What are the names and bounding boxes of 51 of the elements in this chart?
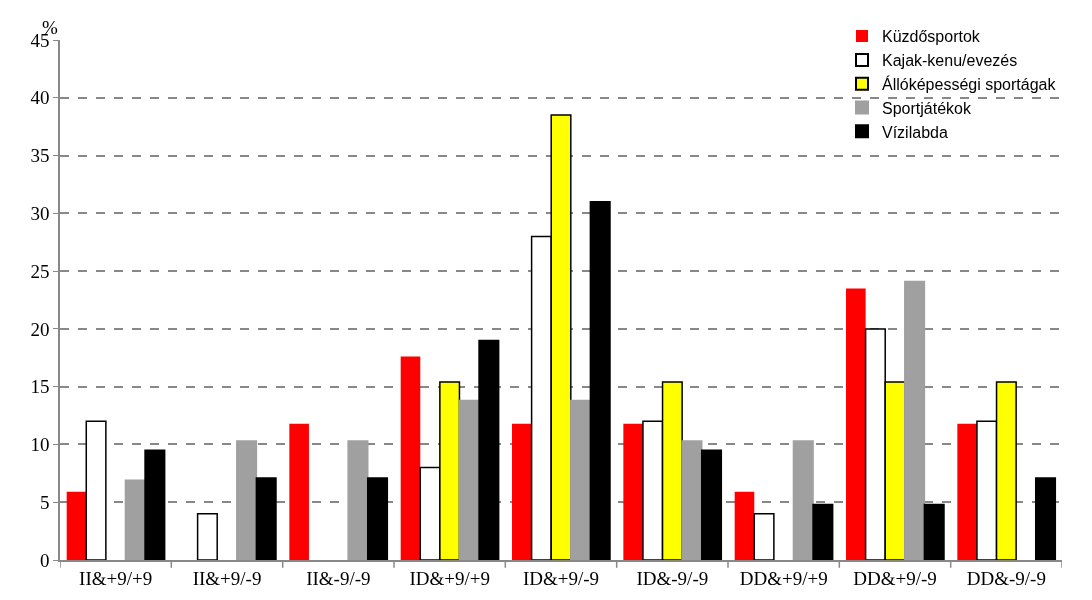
bar [236,440,258,560]
legend-label: Küzdősportok [882,28,981,46]
x-tick-label: DD&+9/+9 [739,567,828,589]
bar [957,423,977,560]
legend-label: Kajak-kenu/evezés [882,52,1018,70]
x-tick-label: ID&+9/-9 [522,567,600,589]
y-tick-label: 25 [30,260,50,282]
y-tick-label: 0 [39,549,50,571]
bar [570,399,592,560]
bar [1034,477,1057,560]
y-tick-label: 10 [30,434,50,456]
bar [124,479,146,560]
x-tick-label: ID&+9/+9 [409,567,490,589]
bar [366,477,389,560]
x-tick-label: ID&-9/-9 [636,567,709,589]
bar [589,201,611,560]
bar [923,503,945,560]
bar [734,491,755,560]
bar [144,449,166,560]
bar [289,423,309,560]
y-tick-label: 5 [39,491,50,513]
x-tick-label: II&+9/+9 [79,567,153,589]
y-tick-label: 40 [30,87,50,109]
bar [812,503,834,560]
bar [904,280,926,560]
bar [255,477,277,560]
bar [478,339,500,560]
legend-label: Sportjátékok [882,99,972,117]
y-tick-label: 35 [30,145,50,167]
x-tick-label: DD&+9/-9 [853,567,937,589]
bar [347,440,369,560]
bar [753,513,775,560]
bar [85,420,107,560]
x-tick-label: DD&-9/-9 [966,567,1046,589]
x-tick-label: II&-9/-9 [306,567,371,589]
bar [66,491,87,560]
legend-label: Vízilabda [882,123,948,141]
bar [623,423,643,560]
y-tick-label: 20 [30,318,50,340]
bar [512,423,532,560]
legend-label: Állóképességi sportágak [882,74,1057,93]
bar [196,513,218,560]
bar [700,449,723,560]
y-tick-label: 30 [30,202,50,224]
bar [400,356,421,560]
bar [681,440,703,560]
bar [458,399,480,560]
bar [792,440,814,560]
y-tick-label: 15 [30,376,50,398]
x-tick-label: II&+9/-9 [192,567,262,589]
bar [846,288,866,560]
